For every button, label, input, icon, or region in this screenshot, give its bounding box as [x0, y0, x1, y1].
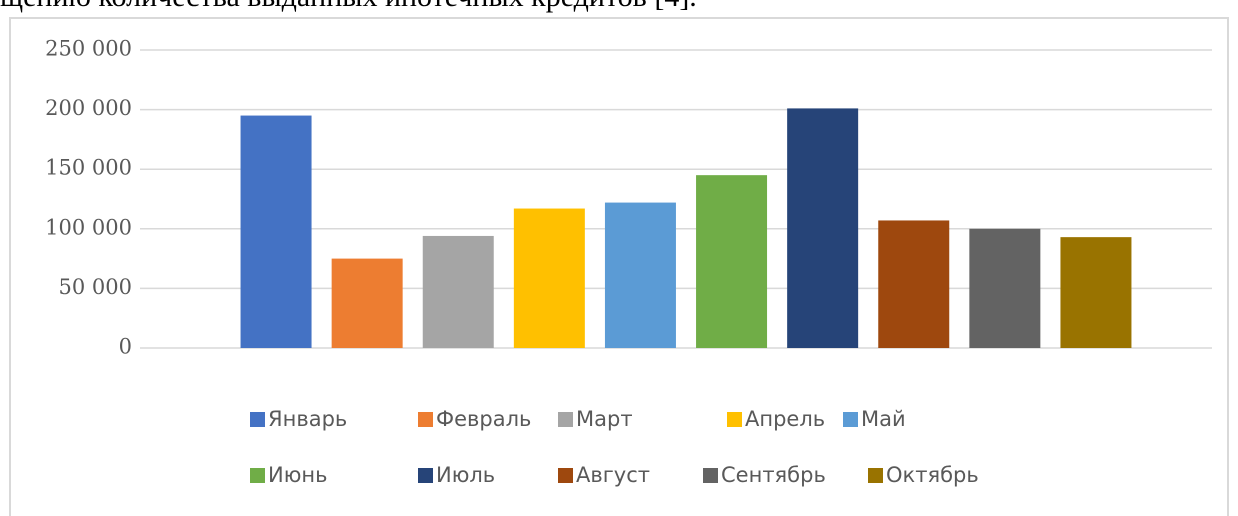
legend-label: Июнь	[268, 463, 328, 487]
legend-label: Апрель	[745, 407, 825, 431]
legend-label: Май	[861, 407, 906, 431]
bar	[513, 208, 585, 348]
bar	[422, 235, 494, 348]
legend-label: Август	[576, 463, 650, 487]
legend-swatch	[250, 412, 265, 427]
bar	[604, 202, 676, 348]
legend-label: Июль	[436, 463, 495, 487]
legend-swatch	[558, 468, 573, 483]
y-tick-label: 250 000	[45, 37, 132, 61]
legend-label: Сентябрь	[721, 463, 826, 487]
bar	[878, 220, 950, 348]
legend-swatch	[868, 468, 883, 483]
y-tick-label: 0	[119, 335, 132, 359]
legend-swatch	[250, 468, 265, 483]
legend-swatch	[703, 468, 718, 483]
y-tick-label: 150 000	[45, 156, 132, 180]
legend-swatch	[418, 468, 433, 483]
bar	[331, 258, 403, 348]
legend-label: Февраль	[436, 407, 531, 431]
legend-label: Октябрь	[886, 463, 979, 487]
legend-swatch	[558, 412, 573, 427]
page-text: щению количества выданных ипотечных кред…	[0, 0, 697, 13]
bar	[240, 115, 312, 348]
bar	[969, 228, 1041, 348]
legend-swatch	[843, 412, 858, 427]
legend-swatch	[727, 412, 742, 427]
y-tick-label: 200 000	[45, 96, 132, 120]
legend-label: Март	[576, 407, 633, 431]
legend-swatch	[418, 412, 433, 427]
bar	[1060, 237, 1132, 348]
y-tick-label: 50 000	[59, 275, 132, 299]
y-tick-label: 100 000	[45, 215, 132, 239]
bar	[696, 175, 768, 348]
bar	[787, 108, 859, 349]
legend-label: Январь	[268, 407, 347, 431]
